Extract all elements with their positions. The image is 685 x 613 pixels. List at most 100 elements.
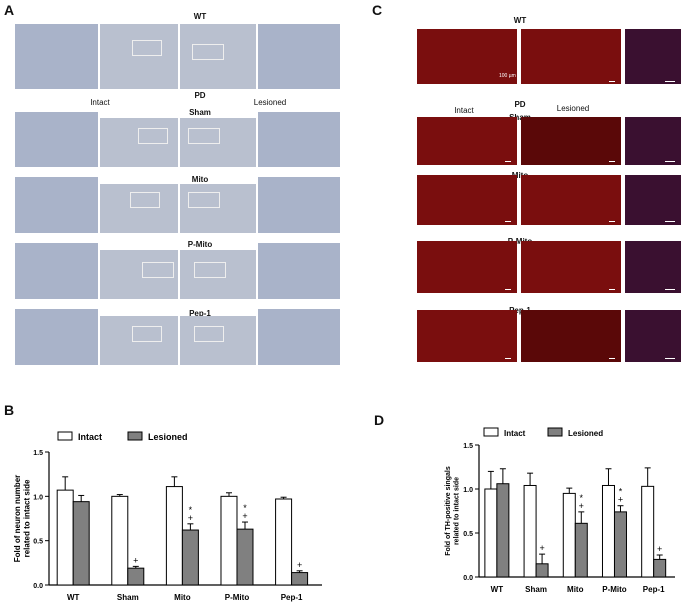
panel-a-group-label: Pep-1 xyxy=(189,309,211,318)
micro-image xyxy=(15,112,98,167)
y-tick-label: 1.5 xyxy=(33,450,43,457)
significance-mark: * xyxy=(619,487,623,497)
panel-a-letter: A xyxy=(4,2,15,18)
panel-c-group-label: Pep-1 xyxy=(498,306,542,315)
micro-image xyxy=(100,250,178,299)
y-axis-label: Fold of TH-positive singalsrelated to in… xyxy=(445,466,460,556)
x-tick-label: WT xyxy=(491,585,504,594)
micro-image xyxy=(100,24,178,89)
panel-c-group-label: P-Mito xyxy=(496,237,544,246)
panel-a-lesioned-label: Lesioned xyxy=(253,98,287,107)
significance-mark: * xyxy=(243,503,247,513)
bar xyxy=(220,495,238,586)
chart-d: 0.0 0.5 1.0 1.5 Fold of TH-positive singalsr… xyxy=(445,427,675,594)
bar xyxy=(601,484,615,578)
bar xyxy=(236,528,254,586)
x-tick-label: Pep-1 xyxy=(281,593,303,602)
micro-image xyxy=(258,112,340,167)
bar xyxy=(56,489,74,586)
panel-d-letter: D xyxy=(374,412,385,428)
scale-bar-label: 100 µm xyxy=(499,73,516,79)
y-tick-label: 0.5 xyxy=(33,539,43,546)
bar xyxy=(523,484,537,578)
legend-label: Lesioned xyxy=(568,429,603,438)
panel-a-intact-label: Intact xyxy=(90,98,110,107)
bar xyxy=(484,488,498,578)
x-tick-label: Mito xyxy=(567,585,584,594)
micro-image xyxy=(258,24,340,89)
fluor-merge-image xyxy=(625,117,681,165)
x-tick-label: Mito xyxy=(174,593,191,602)
bar xyxy=(574,522,588,578)
bar xyxy=(291,572,309,586)
panel-c-intact-label: Intact xyxy=(454,106,474,115)
significance-mark: + xyxy=(242,511,247,521)
fluor-image xyxy=(417,241,517,293)
fluor-image xyxy=(521,241,621,293)
fluor-merge-image xyxy=(625,175,681,225)
micro-image xyxy=(258,309,340,365)
panel-c-pd-label: PD xyxy=(514,100,526,109)
legend-swatch xyxy=(483,427,499,437)
micro-image xyxy=(15,309,98,365)
micro-image xyxy=(15,243,98,299)
fluor-image xyxy=(521,117,621,165)
panel-c-lesioned-label: Lesioned xyxy=(556,104,590,113)
y-axis-label: Fold of neuron numberrelated to intact s… xyxy=(13,475,32,563)
y-tick-label: 0.5 xyxy=(463,531,473,538)
significance-mark: + xyxy=(297,560,302,570)
significance-mark: * xyxy=(580,493,584,503)
x-tick-label: Sham xyxy=(525,585,547,594)
significance-mark: + xyxy=(618,495,623,505)
y-tick-label: 1.5 xyxy=(463,443,473,450)
fluor-image xyxy=(417,117,517,165)
micro-image xyxy=(258,177,340,233)
x-tick-label: WT xyxy=(67,593,80,602)
x-tick-label: P-Mito xyxy=(225,593,250,602)
y-tick-label: 0.0 xyxy=(33,583,43,590)
legend-label: Intact xyxy=(504,429,526,438)
bar xyxy=(641,485,655,578)
legend-swatch xyxy=(57,431,73,441)
panel-c-letter: C xyxy=(372,2,383,18)
panel-a-group-label: Mito xyxy=(191,175,209,184)
micro-image xyxy=(258,243,340,299)
micro-image xyxy=(100,184,178,233)
significance-mark: * xyxy=(189,505,193,515)
fluor-image: 100 µm xyxy=(417,29,517,84)
micro-image xyxy=(180,250,256,299)
legend-label: Intact xyxy=(78,432,102,442)
micro-image xyxy=(15,177,98,233)
legend-swatch xyxy=(127,431,143,441)
x-tick-label: Sham xyxy=(117,593,139,602)
legend-swatch xyxy=(547,427,563,437)
x-tick-label: P-Mito xyxy=(602,585,627,594)
micro-image xyxy=(180,184,256,233)
panel-a-pd-label: PD xyxy=(194,91,206,100)
fluor-merge-image xyxy=(625,29,681,84)
micro-image xyxy=(100,316,178,365)
bar xyxy=(111,495,129,586)
fluor-image xyxy=(417,310,517,362)
panel-a-group-label: Sham xyxy=(189,108,211,117)
significance-mark: + xyxy=(579,501,584,511)
panel-b-letter: B xyxy=(4,402,15,418)
significance-mark: + xyxy=(188,513,193,523)
bar xyxy=(165,486,183,586)
fluor-image xyxy=(417,175,517,225)
bar xyxy=(127,567,145,586)
bar xyxy=(613,511,627,578)
panel-c-wt-label: WT xyxy=(513,16,527,25)
chart-b: 0.0 0.5 1.0 1.5 Fold of neuron numberrelated… xyxy=(13,431,322,602)
micro-image xyxy=(15,24,98,89)
y-tick-label: 0.0 xyxy=(463,575,473,582)
panel-c-group-label: Mito xyxy=(500,171,540,180)
fluor-merge-image xyxy=(625,310,681,362)
bar xyxy=(496,483,510,578)
fluor-merge-image xyxy=(625,241,681,293)
x-tick-label: Pep-1 xyxy=(643,585,665,594)
micro-image xyxy=(100,118,178,167)
fluor-image xyxy=(521,310,621,362)
fluor-image xyxy=(521,175,621,225)
bar xyxy=(275,498,293,586)
